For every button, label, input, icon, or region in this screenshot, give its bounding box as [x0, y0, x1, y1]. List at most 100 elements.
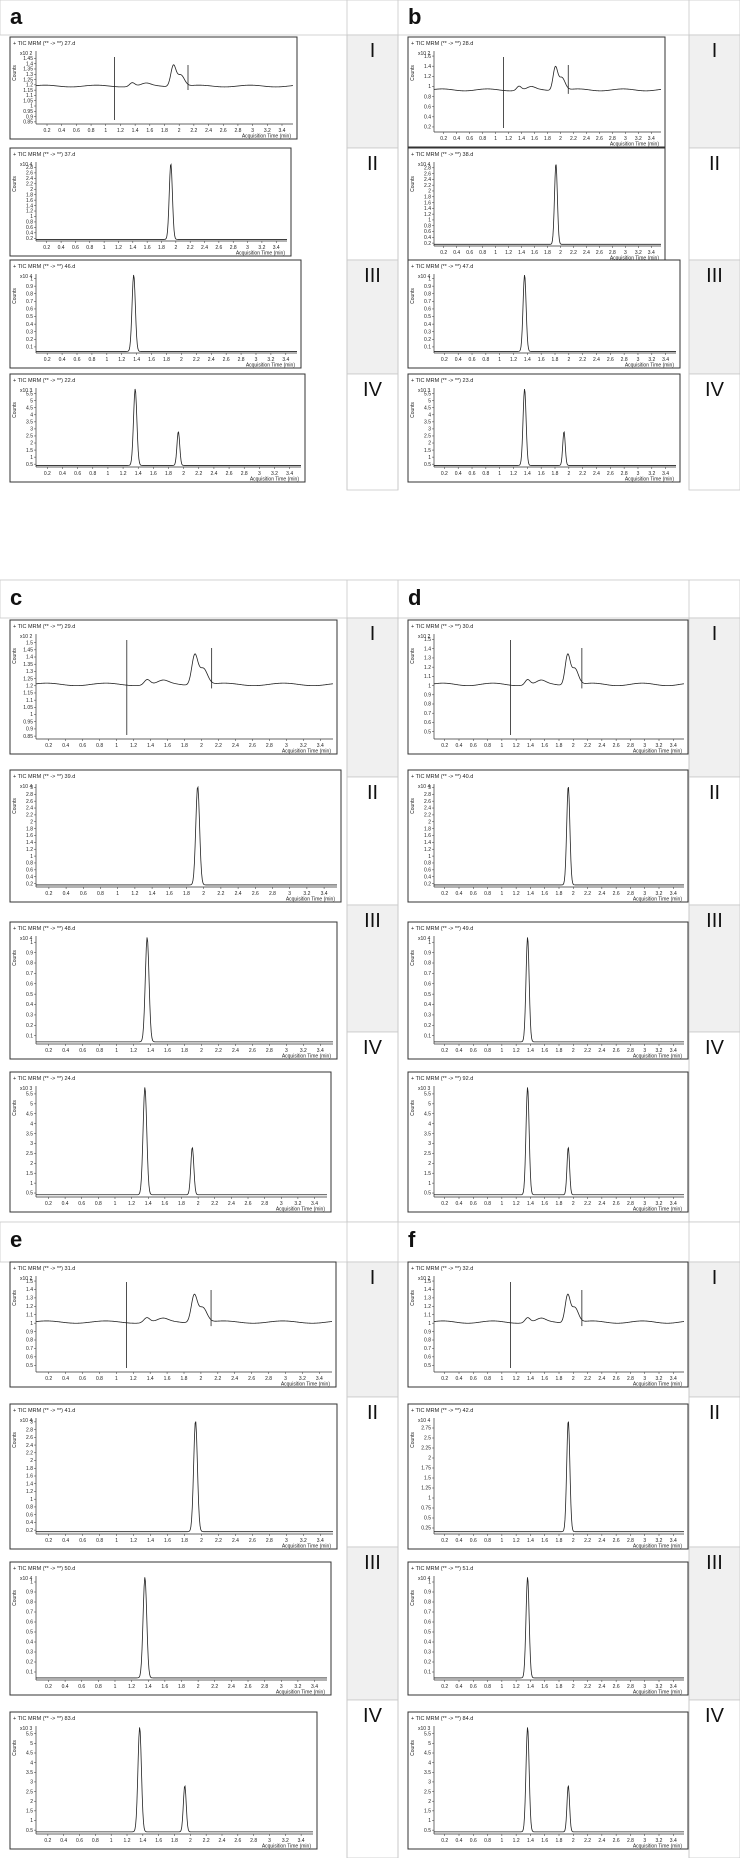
chromatogram-trace — [36, 1727, 313, 1833]
x-tick-label: 1.8 — [181, 1048, 188, 1054]
y-tick-label: 0.8 — [424, 861, 431, 867]
x-tick-label: 2.2 — [584, 743, 591, 749]
y-tick-label: 1.05 — [23, 98, 33, 104]
x-tick-label: 2.8 — [627, 1538, 634, 1544]
y-tick-label: 0.5 — [26, 462, 33, 468]
x-tick-label: 2.6 — [596, 250, 603, 256]
x-tick-label: 1.4 — [147, 1048, 154, 1054]
chart-title: + TIC MRM (** -> **) 32.d — [411, 1266, 473, 1272]
x-tick-label: 1.6 — [161, 1201, 168, 1207]
x-tick-label: 3.4 — [311, 1201, 318, 1207]
x-tick-label: 2.8 — [250, 1838, 257, 1844]
y-tick-label: 1 — [30, 854, 33, 860]
chart-f-III: III + TIC MRM (** -> **) 51.d x10 4 Counts 0… — [407, 1552, 723, 1696]
row-label: II — [709, 1402, 720, 1424]
x-tick-label: 0.2 — [441, 1201, 448, 1207]
chart-title: + TIC MRM (** -> **) 47.d — [411, 264, 473, 270]
x-tick-label: 1.2 — [128, 1201, 135, 1207]
x-tick-label: 1.6 — [161, 1684, 168, 1690]
x-tick-label: 0.2 — [45, 1048, 52, 1054]
y-tick-label: 2.6 — [424, 799, 431, 805]
x-tick-label: 1.4 — [139, 1838, 146, 1844]
chromatogram-trace — [36, 937, 333, 1043]
x-tick-label: 0.2 — [440, 136, 447, 142]
y-tick-label: 1 — [30, 214, 33, 220]
x-tick-label: 1.6 — [541, 1684, 548, 1690]
x-tick-label: 3.4 — [670, 1538, 677, 1544]
x-tick-label: 2 — [559, 136, 562, 142]
x-tick-label: 0.8 — [97, 891, 104, 897]
x-tick-label: 1 — [110, 1838, 113, 1844]
x-axis-label: Acquisition Time (min) — [282, 1054, 332, 1060]
y-axis-label: Counts — [410, 648, 416, 664]
letter-row-background — [0, 0, 740, 36]
y-tick-label: 1.5 — [424, 637, 431, 643]
y-tick-label: 0.6 — [424, 104, 431, 110]
x-tick-label: 0.4 — [456, 743, 463, 749]
x-tick-label: 2.2 — [215, 743, 222, 749]
x-tick-label: 2.2 — [579, 357, 586, 363]
chromatogram-trace — [434, 1421, 684, 1533]
y-multiplier: x10 2 — [418, 1276, 430, 1282]
y-tick-label: 0.5 — [424, 462, 431, 468]
y-tick-label: 1 — [428, 455, 431, 461]
row-label-cell — [688, 776, 740, 906]
y-multiplier: x10 2 — [20, 51, 32, 57]
y-tick-label: 0.4 — [424, 1640, 431, 1646]
chart-b-I: I + TIC MRM (** -> **) 28.d x10 2 Counts 0.2… — [407, 36, 717, 148]
x-tick-label: 3.2 — [264, 128, 271, 134]
x-tick-label: 1 — [500, 1538, 503, 1544]
x-tick-label: 3.2 — [656, 1376, 663, 1382]
x-tick-label: 1 — [116, 891, 119, 897]
y-tick-label: 5.5 — [424, 1092, 431, 1098]
x-tick-label: 2.2 — [584, 1538, 591, 1544]
y-tick-label: 2.5 — [26, 1789, 33, 1795]
x-tick-label: 3.4 — [298, 1838, 305, 1844]
x-tick-label: 3.2 — [271, 471, 278, 477]
y-tick-label: 0.5 — [26, 1630, 33, 1636]
y-tick-label: 1.4 — [26, 61, 33, 67]
y-tick-label: 0.1 — [424, 1670, 431, 1676]
x-tick-label: 1.4 — [149, 891, 156, 897]
x-tick-label: 2 — [174, 245, 177, 251]
x-tick-label: 0.2 — [441, 1376, 448, 1382]
y-tick-label: 0.3 — [26, 329, 33, 335]
x-tick-label: 1.4 — [527, 1376, 534, 1382]
x-tick-label: 0.2 — [441, 1838, 448, 1844]
x-tick-label: 0.6 — [79, 1376, 86, 1382]
y-tick-label: 0.5 — [26, 1363, 33, 1369]
x-tick-label: 2.6 — [613, 891, 620, 897]
y-tick-label: 0.2 — [26, 1528, 33, 1534]
x-tick-label: 0.8 — [96, 1048, 103, 1054]
y-tick-label: 0.3 — [424, 329, 431, 335]
row-label-cell — [346, 1396, 399, 1548]
x-tick-label: 1.4 — [527, 891, 534, 897]
y-tick-label: 2.5 — [424, 434, 431, 440]
y-tick-label: 1.8 — [424, 826, 431, 832]
row-label: I — [370, 623, 376, 645]
y-tick-label: 0.7 — [424, 299, 431, 305]
y-tick-label: 4.5 — [424, 405, 431, 411]
x-tick-label: 2.8 — [261, 1684, 268, 1690]
x-tick-label: 1.4 — [147, 1376, 154, 1382]
panel-letter-c: c — [10, 585, 22, 610]
y-axis-label: Counts — [12, 1100, 18, 1116]
x-tick-label: 2 — [200, 1376, 203, 1382]
x-tick-label: 0.6 — [470, 1201, 477, 1207]
x-tick-label: 0.6 — [74, 471, 81, 477]
y-tick-label: 0.6 — [26, 1620, 33, 1626]
chart-title: + TIC MRM (** -> **) 22.d — [13, 378, 75, 384]
x-axis-label: Acquisition Time (min) — [610, 256, 660, 262]
x-tick-label: 1.2 — [505, 250, 512, 256]
x-tick-label: 0.8 — [482, 357, 489, 363]
y-tick-label: 0.8 — [424, 291, 431, 297]
chromatogram-trace — [434, 388, 676, 466]
y-tick-label: 0.8 — [424, 223, 431, 229]
y-tick-label: 3 — [428, 785, 431, 791]
x-tick-label: 0.4 — [62, 1538, 69, 1544]
y-tick-label: 2.5 — [424, 1789, 431, 1795]
x-tick-label: 1.8 — [556, 1684, 563, 1690]
x-tick-label: 1.8 — [552, 471, 559, 477]
y-tick-label: 1.35 — [23, 67, 33, 73]
x-tick-label: 2.8 — [627, 891, 634, 897]
